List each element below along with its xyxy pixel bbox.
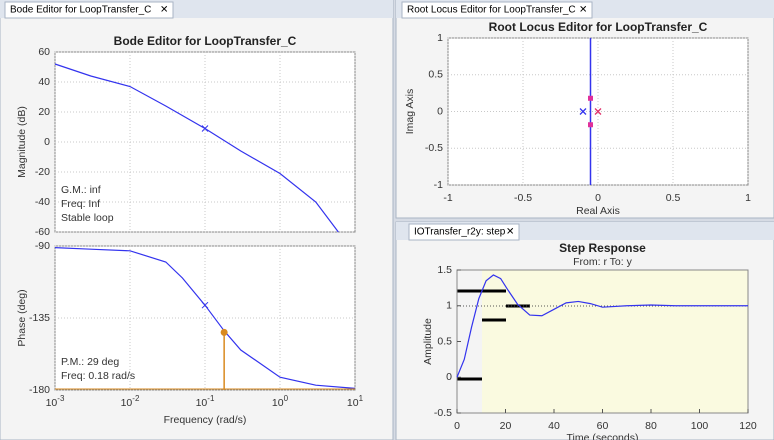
y-tick-label: 1: [446, 300, 452, 312]
y-tick-label: 1.5: [437, 264, 452, 276]
x-tick-label: 0: [595, 192, 601, 204]
x-tick-label: -1: [443, 192, 452, 204]
chart-title: Bode Editor for LoopTransfer_C: [114, 34, 297, 48]
y-tick-label: 40: [38, 76, 50, 88]
margin-marker: [220, 328, 228, 336]
x-tick-label: 20: [500, 420, 512, 432]
y-tick-label: 0.5: [428, 69, 443, 81]
annotation: Stable loop: [61, 212, 114, 224]
y-tick-label: 0: [44, 136, 50, 148]
x-tick-label: 0.5: [666, 192, 681, 204]
x-tick-label: 60: [597, 420, 609, 432]
y-tick-label: 60: [38, 46, 50, 58]
y-tick-label: -40: [35, 196, 50, 208]
tab-close[interactable]: ✕: [506, 227, 514, 238]
annotation: Freq: Inf: [61, 198, 100, 210]
y-tick-label: -90: [35, 240, 50, 252]
y-tick-label: 0.5: [437, 335, 452, 347]
tab-label: IOTransfer_r2y: step: [414, 227, 506, 238]
x-tick-label: 100: [691, 420, 709, 432]
y-tick-label: -60: [35, 226, 50, 238]
y-axis-label: Phase (deg): [16, 289, 28, 346]
y-axis-label: Amplitude: [422, 318, 434, 365]
x-axis-label: Time (seconds): [567, 432, 639, 440]
tab[interactable]: [408, 223, 520, 241]
tab-label: Bode Editor for LoopTransfer_C: [10, 5, 151, 16]
tab[interactable]: [4, 1, 174, 19]
crossover-marker: [201, 125, 209, 132]
x-tick-label: 0: [454, 420, 460, 432]
tab-close[interactable]: ✕: [160, 5, 168, 16]
y-tick-label: 1: [437, 32, 443, 44]
x-tick-label: 40: [548, 420, 560, 432]
series-line: [456, 274, 748, 378]
x-axis-label: Frequency (rad/s): [164, 414, 247, 426]
y-tick-label: 20: [38, 106, 50, 118]
tab[interactable]: [401, 1, 593, 19]
zero-marker: [588, 122, 593, 128]
crossover-marker: [201, 301, 209, 309]
chart-title: Step Response: [559, 241, 646, 255]
y-tick-label: -135: [29, 312, 50, 324]
zero-marker: [588, 95, 593, 101]
pole-marker: [579, 108, 587, 115]
annotation: Freq: 0.18 rad/s: [61, 370, 135, 382]
chart-title: Root Locus Editor for LoopTransfer_C: [489, 20, 708, 34]
y-axis-label: Imag Axis: [404, 89, 416, 135]
x-axis-label: Real Axis: [576, 205, 620, 217]
pole-marker: [594, 108, 602, 115]
chart-subtitle: From: r To: y: [573, 256, 632, 268]
y-tick-label: 0: [446, 371, 452, 383]
tab-label: Root Locus Editor for LoopTransfer_C: [407, 5, 576, 16]
x-tick-label: -0.5: [514, 192, 532, 204]
y-tick-label: 0: [437, 105, 443, 117]
y-tick-label: -0.5: [434, 407, 452, 419]
y-tick-label: -1: [434, 179, 443, 191]
y-axis-label: Magnitude (dB): [16, 106, 28, 178]
y-tick-label: -0.5: [425, 142, 443, 154]
tab-close[interactable]: ✕: [579, 5, 587, 16]
x-tick-label: 120: [739, 420, 757, 432]
annotation: G.M.: inf: [61, 184, 101, 196]
x-tick-label: 80: [645, 420, 657, 432]
y-tick-label: -20: [35, 166, 50, 178]
design-region: [482, 270, 748, 413]
y-tick-label: -180: [29, 384, 50, 396]
x-tick-label: 1: [745, 192, 751, 204]
annotation: P.M.: 29 deg: [61, 356, 119, 368]
